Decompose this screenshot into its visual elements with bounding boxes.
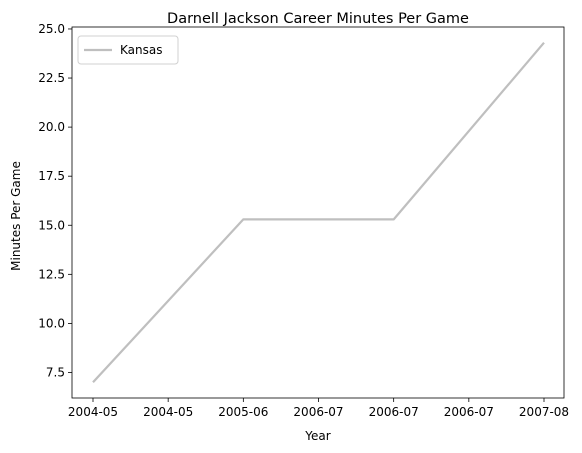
y-axis-label: Minutes Per Game [9, 161, 23, 271]
plot-area: 2004-05 2004-05 2005-06 2006-07 2006-07 2006-… [38, 22, 569, 419]
y-tick-label: 10.0 [38, 316, 65, 330]
x-tick-label: 2006-07 [444, 405, 494, 419]
y-tick-label: 22.5 [38, 71, 65, 85]
x-tick-label: 2004-05 [68, 405, 118, 419]
plot-frame [71, 26, 565, 399]
y-tick-label: 7.5 [46, 365, 65, 379]
y-tick-label: 12.5 [38, 267, 65, 281]
x-tick-label: 2007-08 [519, 405, 569, 419]
legend-box [77, 35, 179, 65]
legend-label: Kansas [120, 43, 162, 57]
y-tick-label: 15.0 [38, 218, 65, 232]
series-line-kansas [92, 41, 545, 384]
x-tick-label: 2005-06 [218, 405, 268, 419]
y-tick-label: 25.0 [38, 22, 65, 36]
x-tick-label: 2006-07 [293, 405, 343, 419]
x-tick-label: 2006-07 [369, 405, 419, 419]
y-tick-label: 17.5 [38, 169, 65, 183]
chart-title: Darnell Jackson Career Minutes Per Game [167, 11, 469, 27]
x-axis-label: Year [304, 429, 330, 443]
x-tick-label: 2004-05 [143, 405, 193, 419]
y-tick-label: 20.0 [38, 120, 65, 134]
